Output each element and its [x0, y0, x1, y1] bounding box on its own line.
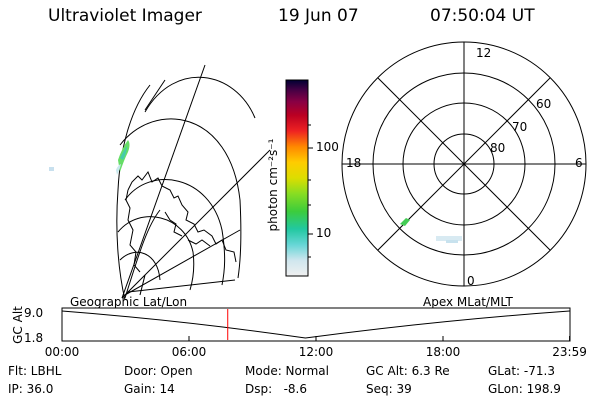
lat-line-outer — [144, 76, 256, 119]
timeline-y-tick-top: 9.0 — [24, 306, 44, 320]
glon-value: GLon: 198.9 — [488, 382, 561, 396]
timeline-x-tick-label: 00:00 — [44, 345, 80, 359]
timeline-x-tick-label: 06:00 — [171, 345, 207, 359]
mode-value: Mode: Normal — [245, 364, 329, 378]
colorbar-tick-label-100: 100 — [316, 140, 339, 154]
colorbar-gradient — [285, 79, 309, 277]
timeline-y-tick-bottom: 1.8 — [24, 331, 44, 345]
mlt-label-noon: 12 — [476, 46, 492, 60]
gc-alt-value: GC Alt: 6.3 Re — [366, 364, 450, 378]
timeline-x-tick-label: 23:59 — [552, 345, 587, 359]
mlat-label-70: 70 — [512, 120, 528, 134]
orbit-altitude-curve — [61, 310, 570, 339]
timeline-x-tick-label: 18:00 — [425, 345, 461, 359]
door-status: Door: Open — [124, 364, 193, 378]
gain-value: Gain: 14 — [124, 382, 175, 396]
terminator-arc — [116, 84, 151, 301]
colorbar-tick-label-10: 10 — [316, 226, 332, 240]
mlt-label-midnight: 0 — [467, 274, 475, 288]
aurora-emission-geographic — [49, 140, 130, 175]
mlt-label-dawn: 6 — [575, 156, 583, 170]
timeline-right-title: Apex MLat/MLT — [423, 295, 513, 309]
dsp-value: Dsp: -8.6 — [245, 382, 308, 396]
observation-date: 19 Jun 07 — [278, 6, 359, 26]
mlat-label-60: 60 — [536, 97, 552, 111]
glat-value: GLat: -71.3 — [488, 364, 555, 378]
mlt-label-dusk: 18 — [346, 156, 362, 170]
observation-time: 07:50:04 UT — [430, 6, 535, 26]
meridian-line — [121, 64, 206, 299]
aurora-emission-polar — [400, 218, 462, 243]
sequence-value: Seq: 39 — [366, 382, 412, 396]
ip-value: IP: 36.0 — [8, 382, 54, 396]
timeline-left-title: Geographic Lat/Lon — [70, 295, 188, 309]
coastline-antarctica — [127, 170, 237, 263]
filter-value: Flt: LBHL — [8, 364, 62, 378]
instrument-title: Ultraviolet Imager — [48, 6, 202, 26]
mlat-label-80: 80 — [490, 141, 506, 155]
timeline-x-tick-label: 12:00 — [298, 345, 334, 359]
